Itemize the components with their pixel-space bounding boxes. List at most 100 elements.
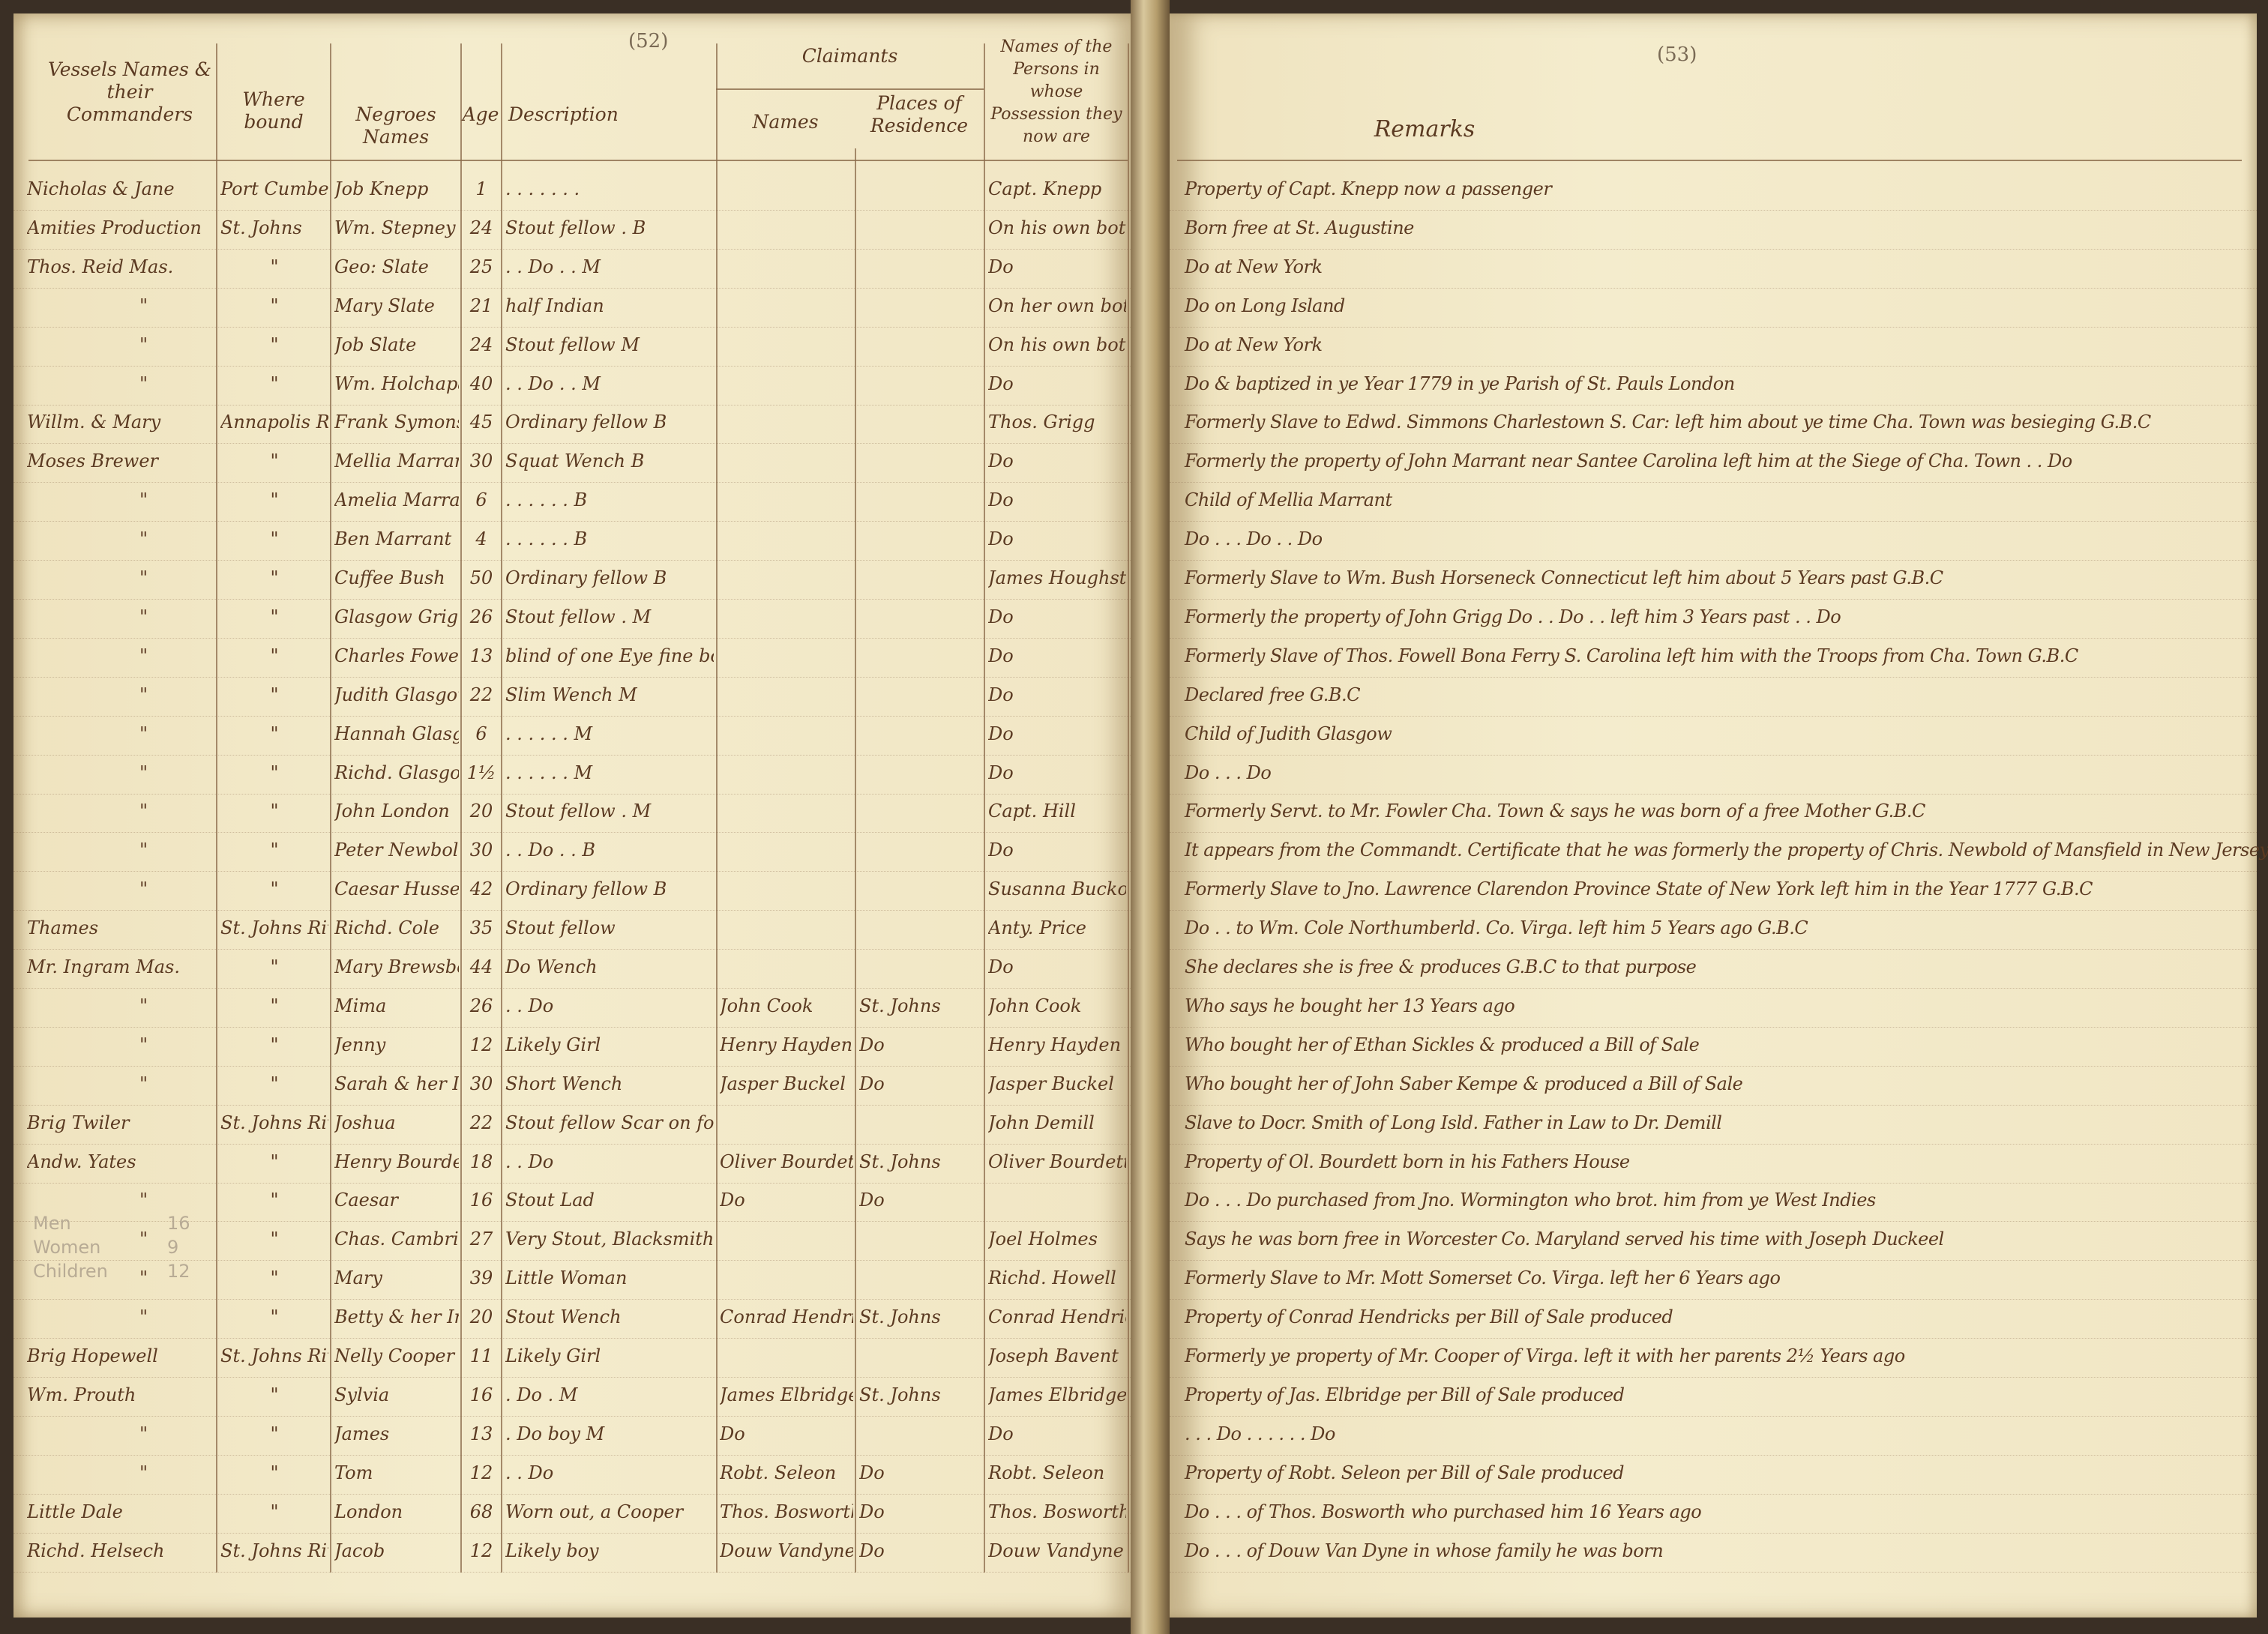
remark-row: Born free at St. Augustine — [1170, 211, 2257, 250]
left-ledger-page: (52) Vessels Names & their Commanders Wh… — [13, 13, 1131, 1618]
age-cell: 24 — [469, 217, 493, 238]
description-cell: Ordinary fellow B — [505, 411, 667, 433]
possession-cell: Do — [988, 956, 1014, 977]
remark-text: Do . . . of Thos. Bosworth who purchased… — [1185, 1501, 1702, 1522]
tally-children-count: 12 — [167, 1261, 190, 1282]
possession-cell: Anty. Price — [988, 917, 1087, 939]
remark-text: Do . . . Do — [1185, 762, 1272, 783]
age-cell: 44 — [469, 956, 493, 977]
possession-cell: Do — [988, 450, 1014, 472]
remark-row: Formerly Servt. to Mr. Fowler Cha. Town … — [1170, 795, 2257, 833]
possession-cell: Capt. Knepp — [988, 178, 1102, 199]
remark-row: Property of Conrad Hendricks per Bill of… — [1170, 1300, 2257, 1339]
place-of-residence-cell: Do — [859, 1073, 885, 1094]
possession-cell: James Elbridge — [988, 1384, 1126, 1405]
possession-cell: Do — [988, 489, 1014, 511]
negro-name-cell: Judith Glasgow — [334, 684, 459, 705]
whither-bound-cell: " — [270, 684, 279, 705]
negro-name-cell: Amelia Marrant — [334, 489, 459, 511]
whither-bound-cell: " — [270, 1306, 279, 1328]
vessel-cell: Richd. Helsech — [27, 1540, 165, 1561]
possession-cell: Do — [988, 606, 1014, 627]
vessel-cell: Moses Brewer — [27, 450, 159, 472]
age-cell: 21 — [469, 295, 493, 316]
remark-text: Child of Judith Glasgow — [1185, 723, 1392, 744]
description-cell: . . Do — [505, 1462, 554, 1483]
table-row: Thames St. Johns River Richd. Cole 35 Stout … — [13, 911, 1131, 950]
remark-row: Formerly ye property of Mr. Cooper of Vi… — [1170, 1339, 2257, 1378]
remark-row: . . . Do . . . . . . Do — [1170, 1417, 2257, 1456]
vessel-cell: " — [139, 878, 148, 900]
description-cell: Do Wench — [505, 956, 598, 977]
age-cell: 22 — [469, 1112, 493, 1133]
possession-cell: Henry Hayden — [988, 1034, 1122, 1055]
age-cell: 39 — [469, 1267, 493, 1289]
vessel-cell: Amities Production — [27, 217, 202, 238]
vessel-cell: Wm. Prouth — [27, 1384, 136, 1405]
table-row: " " Cuffee Bush 50 Ordinary fellow B James Ho… — [13, 561, 1131, 600]
vessel-cell: Brig Hopewell — [27, 1345, 158, 1366]
age-cell: 6 — [475, 489, 487, 511]
description-cell: Little Woman — [505, 1267, 628, 1289]
whither-bound-cell: " — [270, 1501, 279, 1522]
possession-cell: Susanna Buckock — [988, 878, 1126, 900]
remark-text: Born free at St. Augustine — [1185, 217, 1414, 238]
description-cell: . . Do . . B — [505, 839, 595, 861]
vessel-cell: " — [139, 1228, 148, 1250]
negro-name-cell: Wm. Holchapan — [334, 373, 459, 394]
table-row: " " Caesar Hussen 42 Ordinary fellow B Susann… — [13, 872, 1131, 911]
description-cell: . Do boy M — [505, 1423, 605, 1444]
whither-bound-cell: St. Johns River — [220, 1112, 328, 1133]
header-remarks: Remarks — [1374, 116, 1476, 142]
header-whither-bound: Where bound — [242, 88, 305, 133]
remark-row: Who bought her of John Saber Kempe & pro… — [1170, 1067, 2257, 1106]
age-cell: 68 — [469, 1501, 493, 1522]
whither-bound-cell: " — [270, 762, 279, 783]
age-cell: 30 — [469, 1073, 493, 1094]
whither-bound-cell: " — [270, 256, 279, 277]
description-cell: . . Do . . M — [505, 373, 601, 394]
whither-bound-cell: St. Johns River — [220, 917, 328, 939]
remark-text: Do . . . of Douw Van Dyne in whose famil… — [1185, 1540, 1664, 1561]
table-row: " " Chas. Cambridge 27 Very Stout, Blacksmit… — [13, 1223, 1131, 1261]
vessel-cell: " — [139, 1462, 148, 1483]
description-cell: Likely boy — [505, 1540, 599, 1561]
age-cell: 13 — [469, 1423, 493, 1444]
remark-text: It appears from the Commandt. Certificat… — [1185, 839, 2268, 861]
negro-name-cell: Richd. Cole — [334, 917, 439, 939]
whither-bound-cell: " — [270, 839, 279, 861]
description-cell: . . . . . . B — [505, 489, 588, 511]
claimant-name-cell: John Cook — [720, 995, 813, 1016]
vessel-cell: " — [139, 1190, 148, 1211]
possession-cell: Do — [988, 256, 1014, 277]
possession-cell: Do — [988, 723, 1014, 744]
possession-cell: Do — [988, 839, 1014, 861]
negro-name-cell: Cuffee Bush — [334, 567, 445, 588]
whither-bound-cell: " — [270, 567, 279, 588]
remark-text: Formerly Slave to Mr. Mott Somerset Co. … — [1185, 1267, 1781, 1289]
vessel-cell: " — [139, 723, 148, 744]
header-places-of-residence: Places of Residence — [870, 92, 969, 136]
vessel-cell: Little Dale — [27, 1501, 123, 1522]
possession-cell: Do — [988, 1423, 1014, 1444]
vessel-cell: Mr. Ingram Mas. — [27, 956, 180, 977]
remark-text: Do . . . Do purchased from Jno. Wormingt… — [1185, 1190, 1876, 1211]
vessel-cell: " — [139, 606, 148, 627]
age-cell: 16 — [469, 1384, 493, 1405]
description-cell: Worn out, a Cooper — [505, 1501, 684, 1522]
age-cell: 22 — [469, 684, 493, 705]
negro-name-cell: Peter Newbold — [334, 839, 459, 861]
possession-cell: Capt. Hill — [988, 801, 1076, 822]
vessel-cell: " — [139, 1073, 148, 1094]
whither-bound-cell: " — [270, 723, 279, 744]
possession-cell: Joel Holmes — [988, 1228, 1098, 1250]
negro-name-cell: Betty & her Infant — [334, 1306, 459, 1328]
negro-name-cell: Ben Marrant — [334, 528, 452, 550]
table-row: " " Glasgow Grigg 26 Stout fellow . M Do — [13, 600, 1131, 639]
whither-bound-cell: " — [270, 1190, 279, 1211]
age-cell: 35 — [469, 917, 493, 939]
column-divider — [855, 148, 856, 1573]
table-row: " " Tom 12 . . Do Robt. Seleon Do Robt. Seleon — [13, 1456, 1131, 1495]
remark-text: Property of Capt. Knepp now a passenger — [1185, 178, 1552, 199]
negro-name-cell: Nelly Cooper — [334, 1345, 455, 1366]
